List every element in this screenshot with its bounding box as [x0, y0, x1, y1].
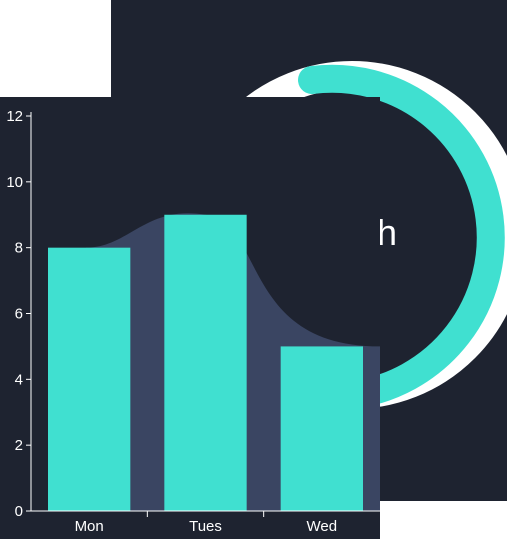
x-tick-label-mon: Mon [75, 518, 104, 535]
ring-center-text: h [377, 212, 398, 253]
y-tick-label: 2 [15, 437, 23, 454]
bar-chart: 0 2 4 6 8 10 12 Mon Tues Wed [6, 108, 380, 535]
y-tick-label: 4 [15, 371, 23, 388]
y-tick-label: 12 [6, 108, 23, 125]
y-tick-label: 10 [6, 174, 23, 191]
y-tick-label: 8 [15, 240, 23, 257]
bar-chart-panel: 0 2 4 6 8 10 12 Mon Tues Wed [0, 97, 380, 539]
bar-layer [48, 214, 363, 511]
bar-mon [48, 247, 131, 511]
y-tick-label: 0 [15, 503, 23, 520]
y-tick-label: 6 [15, 306, 23, 323]
axis-layer: 0 2 4 6 8 10 12 Mon Tues Wed [6, 108, 380, 535]
ring-progress-arc [298, 64, 505, 409]
bar-wed [280, 346, 363, 511]
bar-tues [164, 214, 247, 511]
x-tick-label-wed: Wed [307, 518, 338, 535]
x-tick-label-tues: Tues [189, 518, 222, 535]
